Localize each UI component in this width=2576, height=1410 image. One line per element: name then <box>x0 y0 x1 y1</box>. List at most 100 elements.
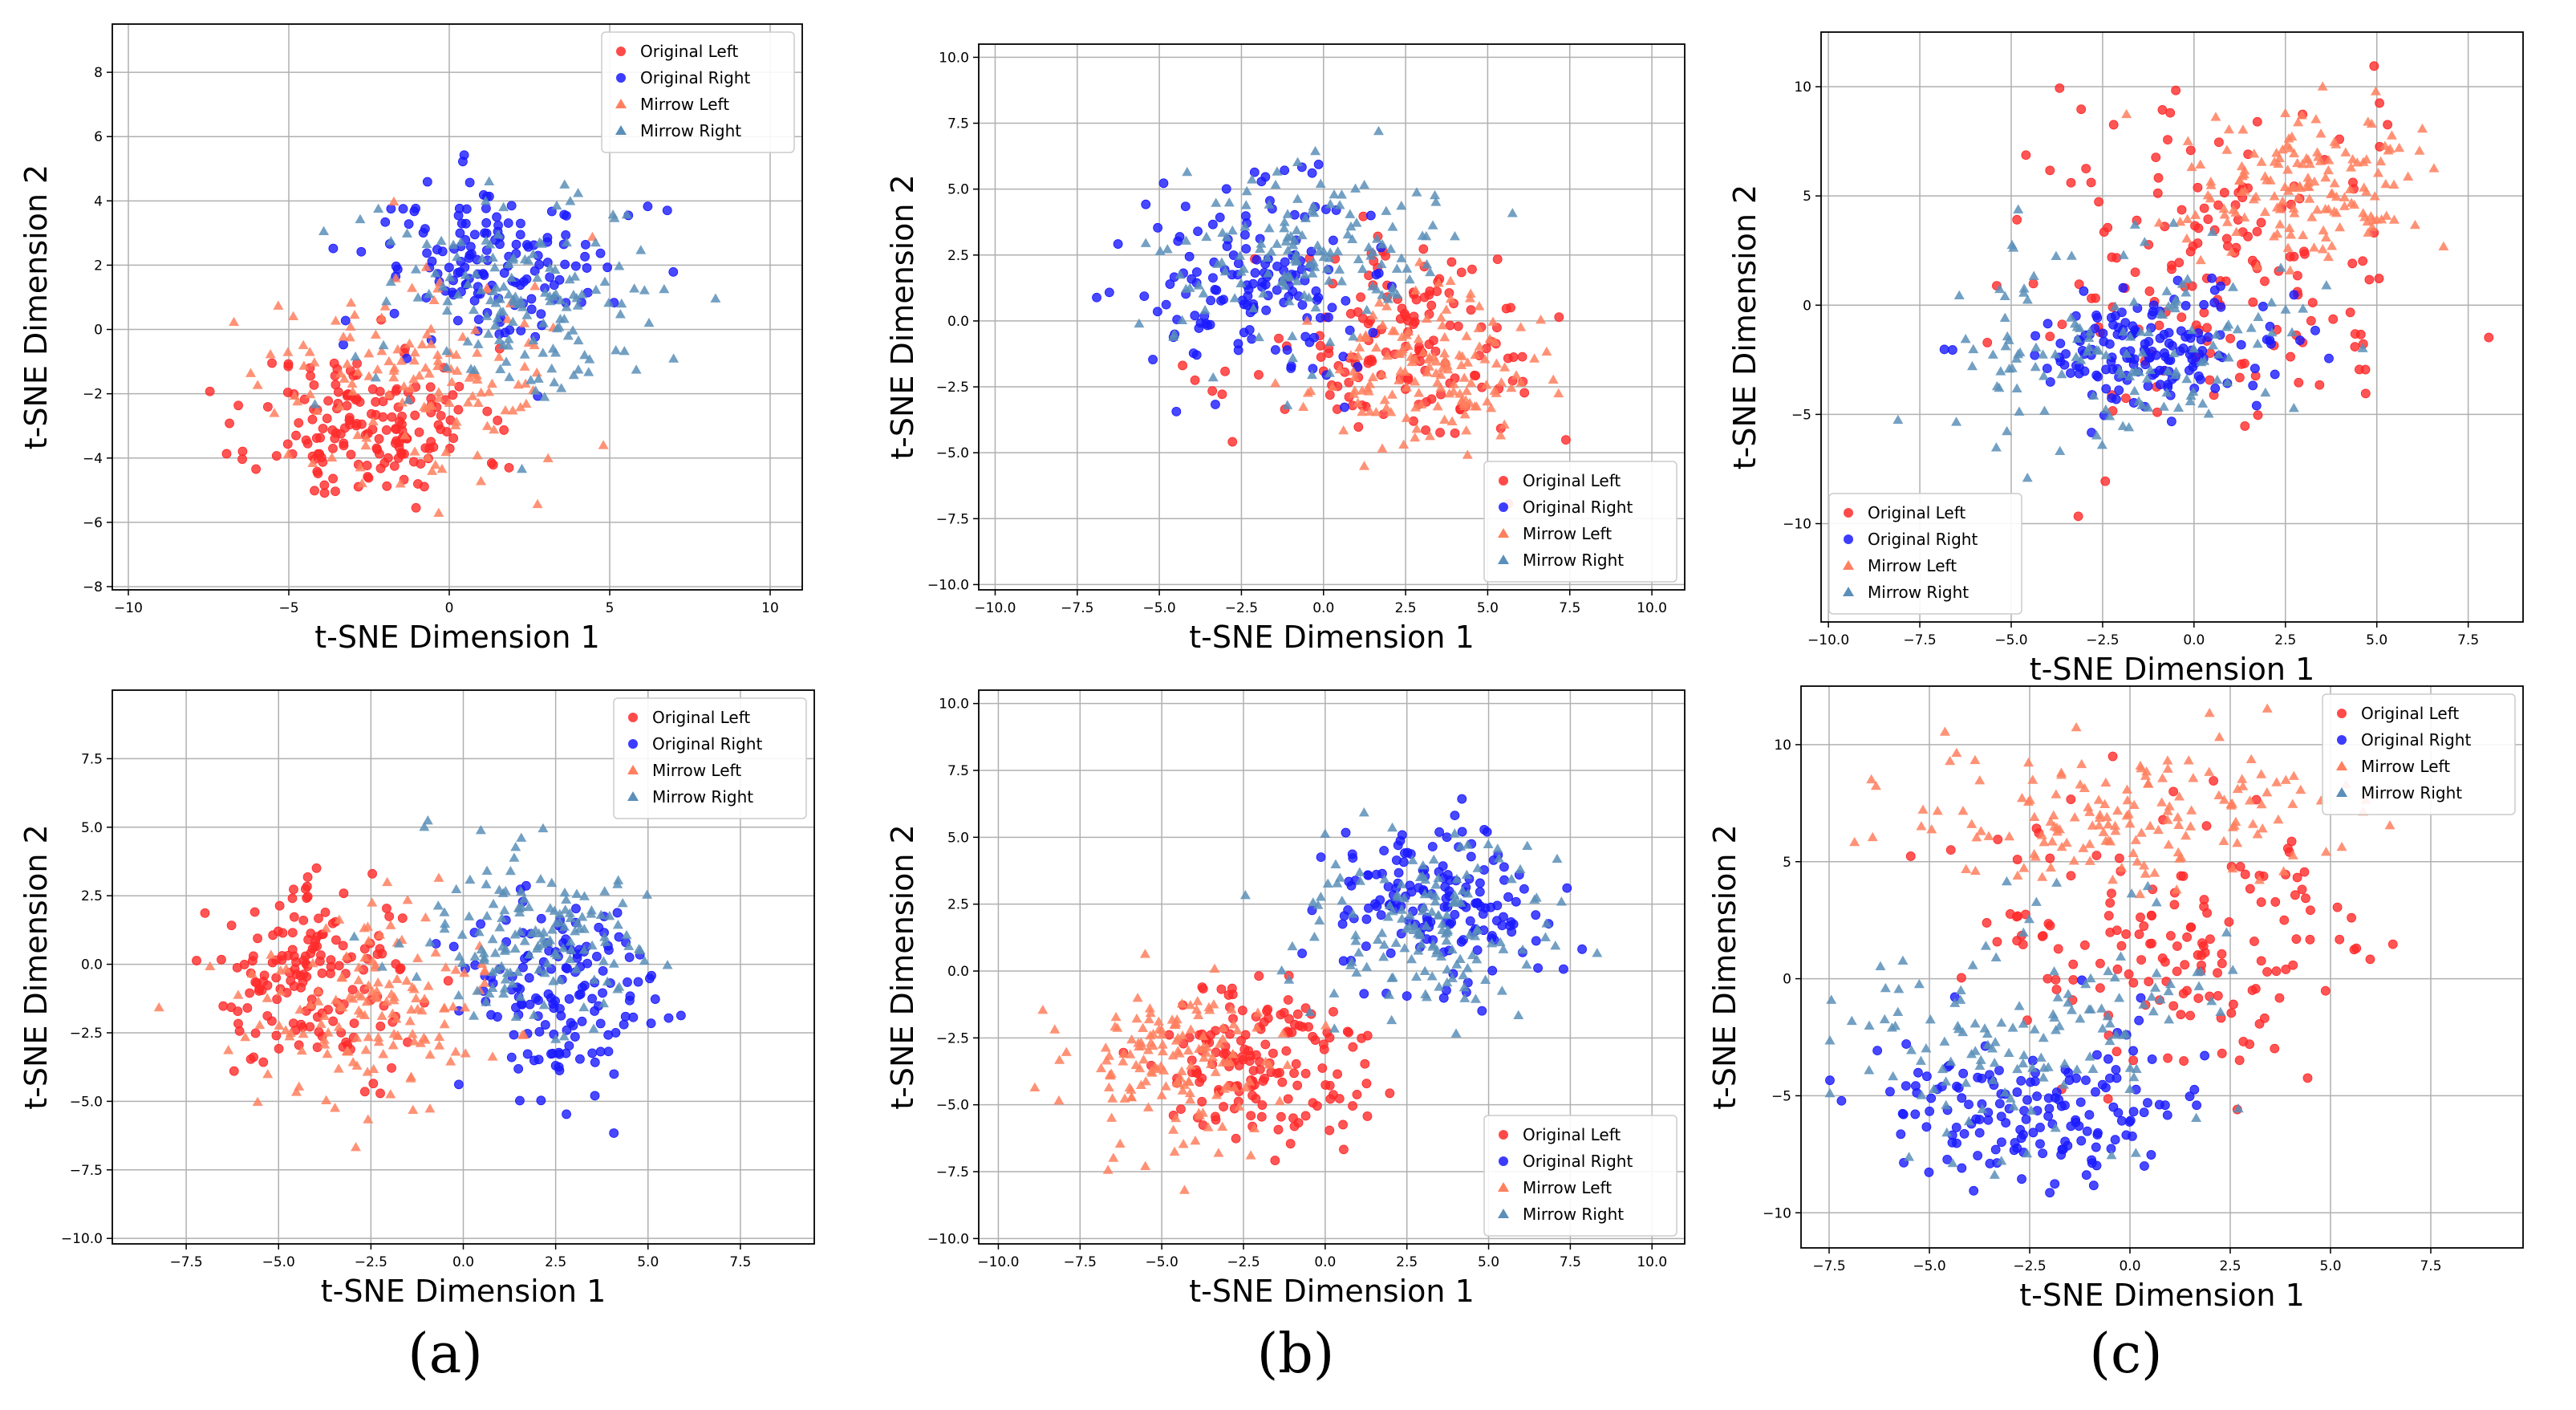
x-tick-label: −5 <box>278 600 298 616</box>
scatter-point <box>598 998 610 1008</box>
scatter-point <box>392 343 404 354</box>
x-tick-label: 0.0 <box>1312 600 1334 616</box>
scatter-point <box>328 243 339 254</box>
scatter-point <box>2234 1055 2245 1066</box>
scatter-point <box>1932 805 1943 815</box>
scatter-point <box>1458 981 1470 992</box>
scatter-point <box>2118 326 2129 336</box>
scatter-point <box>1492 900 1503 911</box>
scatter-point <box>2012 214 2022 225</box>
scatter-point <box>2018 1018 2029 1028</box>
scatter-point <box>2030 896 2042 906</box>
scatter-point <box>1401 923 1412 933</box>
scatter-point <box>1170 1112 1182 1123</box>
scatter-point <box>1100 1042 1111 1052</box>
scatter-point <box>305 999 316 1010</box>
scatter-point <box>1490 337 1501 347</box>
scatter-point <box>1282 400 1293 409</box>
scatter-point <box>1146 1066 1157 1075</box>
scatter-point <box>382 876 393 887</box>
scatter-point <box>554 974 566 984</box>
scatter-point <box>320 923 331 933</box>
scatter-point <box>1333 246 1344 256</box>
series-mirrow-right <box>1824 876 2244 1179</box>
scatter-point <box>245 368 257 377</box>
scatter-point <box>507 254 518 264</box>
scatter-point <box>1458 372 1470 382</box>
scatter-point <box>2247 819 2258 828</box>
legend-label: Original Right <box>1868 530 1978 549</box>
scatter-point <box>2339 192 2350 201</box>
scatter-point <box>393 938 404 948</box>
scatter-point <box>2162 763 2173 773</box>
scatter-point <box>262 402 273 412</box>
scatter-point <box>2243 231 2253 242</box>
scatter-point <box>2335 934 2345 945</box>
scatter-point <box>2293 116 2304 127</box>
scatter-point <box>291 430 301 441</box>
scatter-point <box>378 1049 389 1059</box>
scatter-point <box>1430 880 1442 889</box>
scatter-point <box>409 206 420 217</box>
y-tick-label: 7.5 <box>81 751 103 767</box>
scatter-point <box>2140 868 2151 878</box>
scatter-point <box>558 943 569 953</box>
scatter-point <box>2213 968 2222 978</box>
scatter-point <box>1472 924 1483 933</box>
scatter-point <box>589 974 600 984</box>
scatter-point <box>2108 120 2119 130</box>
scatter-point <box>1480 974 1491 984</box>
scatter-point <box>1251 1022 1263 1032</box>
scatter-point <box>1449 897 1460 907</box>
scatter-point <box>566 1018 576 1028</box>
scatter-point <box>1515 377 1527 387</box>
scatter-point <box>2282 843 2293 854</box>
scatter-point <box>375 929 386 939</box>
scatter-point <box>1368 327 1378 338</box>
scatter-point <box>1875 961 1886 971</box>
scatter-point <box>2294 377 2304 388</box>
scatter-point <box>1270 179 1281 189</box>
scatter-point <box>588 1023 599 1033</box>
scatter-point <box>425 382 436 392</box>
scatter-point <box>1406 351 1417 361</box>
scatter-point <box>2137 347 2148 357</box>
scatter-point <box>2081 1075 2091 1086</box>
scatter-point <box>2116 1115 2127 1126</box>
scatter-point <box>2168 786 2179 797</box>
scatter-point <box>2286 351 2296 362</box>
scatter-point <box>1134 1041 1145 1051</box>
y-tick-label: 2.5 <box>947 248 969 264</box>
y-tick-label: 0.0 <box>947 964 969 980</box>
scatter-point <box>2227 863 2238 873</box>
scatter-point <box>1221 1080 1232 1091</box>
scatter-point <box>479 965 490 974</box>
scatter-point <box>1372 934 1383 945</box>
scatter-point <box>2164 801 2175 811</box>
scatter-point <box>2221 144 2233 154</box>
scatter-point <box>2269 156 2280 166</box>
scatter-point <box>2275 262 2286 272</box>
scatter-point <box>2018 863 2030 872</box>
scatter-point <box>1277 1028 1288 1038</box>
scatter-point <box>2029 848 2040 859</box>
scatter-point <box>407 981 418 992</box>
scatter-point <box>615 309 626 319</box>
scatter-point <box>659 283 670 294</box>
scatter-point <box>305 388 316 399</box>
scatter-point <box>526 304 537 315</box>
scatter-point <box>2253 410 2263 421</box>
scatter-point <box>2086 177 2096 188</box>
scatter-point <box>294 418 304 428</box>
scatter-point <box>314 913 323 924</box>
scatter-point <box>1974 1128 1985 1138</box>
scatter-point <box>400 430 411 440</box>
scatter-point <box>578 891 590 900</box>
scatter-point <box>1461 385 1472 396</box>
scatter-point <box>2210 112 2221 121</box>
scatter-point <box>1140 1160 1151 1170</box>
scatter-point <box>631 364 642 374</box>
scatter-point <box>2209 776 2219 786</box>
scatter-point <box>1254 370 1264 380</box>
scatter-point <box>1283 995 1293 1005</box>
